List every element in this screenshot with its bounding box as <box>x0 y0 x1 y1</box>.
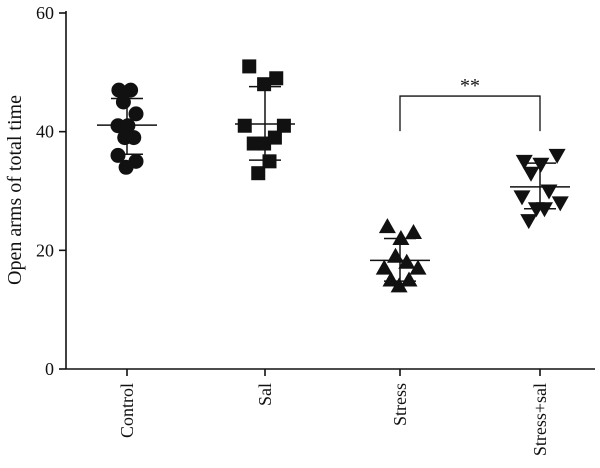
data-point <box>390 277 408 293</box>
data-point <box>387 247 404 263</box>
data-point <box>123 82 139 98</box>
x-tick-label: Stress+sal <box>530 383 550 456</box>
data-point <box>128 106 144 122</box>
significance-bracket: ** <box>399 75 541 132</box>
x-tick-label: Sal <box>255 383 275 406</box>
data-point <box>392 229 410 245</box>
x-axis: Control Sal Stress Stress+sal <box>66 368 595 456</box>
y-tick-label: 0 <box>45 359 54 379</box>
data-point <box>126 130 142 146</box>
data-point <box>382 271 400 287</box>
data-point <box>242 59 257 74</box>
data-point <box>375 259 393 275</box>
data-point <box>237 118 252 133</box>
data-point <box>522 166 540 182</box>
data-point <box>110 147 126 163</box>
y-tick-label: 60 <box>36 3 54 23</box>
y-tick-label: 40 <box>36 122 54 142</box>
data-point <box>118 159 134 175</box>
y-tick-label: 20 <box>36 240 54 260</box>
data-point <box>532 157 550 173</box>
data-point <box>262 154 277 169</box>
x-tick-label: Stress <box>390 383 410 426</box>
annotations: ** <box>399 75 541 132</box>
data-point <box>267 130 282 145</box>
bracket-line <box>399 95 541 132</box>
error-bars <box>97 85 570 282</box>
data-point <box>378 218 396 234</box>
data-point <box>269 71 284 86</box>
data-point <box>276 118 291 133</box>
data-point <box>251 166 266 181</box>
data-point <box>120 118 136 134</box>
data-point <box>520 214 538 230</box>
data-point <box>548 148 566 164</box>
data-point <box>111 82 127 98</box>
significance-label: ** <box>460 75 480 97</box>
data-points <box>110 59 569 293</box>
data-point <box>536 202 553 218</box>
data-point <box>409 259 427 275</box>
data-point <box>400 271 418 287</box>
data-point <box>257 136 272 151</box>
data-point <box>513 190 531 206</box>
data-point <box>540 184 558 200</box>
y-axis-label: Open arms of total time <box>4 95 26 285</box>
x-tick-label: Control <box>117 383 137 438</box>
data-point <box>398 253 416 269</box>
data-point <box>551 196 569 212</box>
y-axis: 0 20 40 60 <box>36 3 67 379</box>
data-point <box>405 224 422 240</box>
data-point <box>257 77 272 92</box>
data-point <box>115 94 131 110</box>
data-point <box>515 154 533 170</box>
